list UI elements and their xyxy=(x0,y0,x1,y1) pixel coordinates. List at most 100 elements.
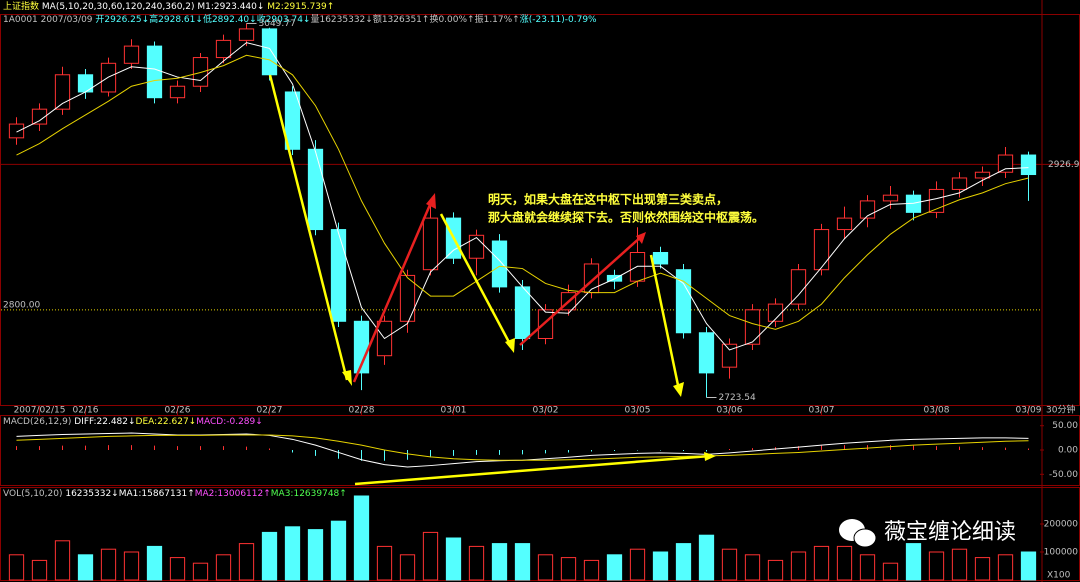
candle-body xyxy=(836,217,853,231)
candle-body xyxy=(652,251,669,265)
volume-bar xyxy=(606,554,623,581)
candle-body xyxy=(468,234,485,259)
volume-bar xyxy=(353,495,370,581)
annotation-line-2: 那大盘就会继续探下去。否则依然围绕这中枢震荡。 xyxy=(488,210,764,225)
unit-label: X100 xyxy=(1047,571,1071,581)
volume-bar xyxy=(813,545,830,581)
candle-body xyxy=(330,229,347,322)
diff-label: DIFF:22.482↓ xyxy=(74,417,135,427)
volume-tick-label: 200000 xyxy=(1044,520,1079,530)
volume-bar xyxy=(399,554,416,581)
candle-body xyxy=(8,123,25,139)
ma2-label: MA2:13006112↑ xyxy=(195,489,271,499)
ma1-label: MA1:15867131↑ xyxy=(119,489,195,499)
volume-bar xyxy=(583,559,600,581)
volume-bar xyxy=(146,545,163,581)
volume-bar xyxy=(974,557,991,581)
volume-bar xyxy=(284,526,301,581)
x-tick-label: 03/05 xyxy=(625,406,651,416)
volume-bar xyxy=(629,548,646,581)
candle-body xyxy=(997,154,1014,173)
arrow-head xyxy=(505,338,515,353)
candle-body xyxy=(675,269,692,334)
x-tick-label: 2007/02/15 xyxy=(14,406,66,416)
volume-bar xyxy=(192,562,209,581)
arrow-head xyxy=(673,382,684,397)
arrow-head xyxy=(342,370,352,386)
m2: M2:2915.739↑ xyxy=(267,2,334,12)
volume-bar xyxy=(422,531,439,581)
volume-bar xyxy=(8,554,25,581)
m1: M1:2923.440↓ xyxy=(197,2,264,12)
y-tick-label: 2800.00 xyxy=(3,300,40,310)
candle-body xyxy=(192,57,209,87)
arrow-head xyxy=(636,232,646,244)
volume-bar xyxy=(997,554,1014,581)
ma-line xyxy=(16,42,1029,351)
x-tick-label: 03/07 xyxy=(809,406,835,416)
volume-bar xyxy=(54,540,71,581)
volume-bar xyxy=(261,531,278,581)
candle-body xyxy=(238,28,255,41)
volume-bar xyxy=(905,543,922,581)
candle-body xyxy=(307,148,324,231)
low: 低2892.40↓ xyxy=(203,13,257,25)
candle-body xyxy=(767,303,784,322)
candle-body xyxy=(951,177,968,190)
volume-tick-label: 100000 xyxy=(1044,548,1079,558)
volume-bar xyxy=(169,557,186,581)
candle-body xyxy=(1020,154,1037,176)
volume-bar xyxy=(307,529,324,581)
trend-arrows xyxy=(268,74,716,486)
arrow-up xyxy=(352,199,434,383)
volume-bar xyxy=(100,548,117,581)
volume-bar xyxy=(537,554,554,581)
turnover: 换0.00%↑ xyxy=(429,13,474,25)
candle-body xyxy=(399,274,416,322)
x-tick-label: 02/27 xyxy=(257,406,283,416)
volume-bar xyxy=(123,551,140,581)
extreme-label: 2723.54 xyxy=(719,393,756,403)
dea-label: DEA:22.627↓ xyxy=(136,417,197,427)
index-name: 上证指数 xyxy=(3,0,39,12)
arrow-head xyxy=(704,452,716,461)
period-label: 30分钟 xyxy=(1046,404,1075,416)
code-date: 1A0001 2007/03/09 xyxy=(3,15,93,25)
volume-bar xyxy=(238,543,255,581)
candle-body xyxy=(77,74,94,93)
volume-bar xyxy=(675,543,692,581)
x-tick-label: 02/28 xyxy=(349,406,375,416)
arrow-down xyxy=(268,74,349,381)
watermark-text: 薇宝缠论细读 xyxy=(884,520,1016,545)
close: 收2903.74↓ xyxy=(257,13,311,25)
volume-bar xyxy=(951,548,968,581)
amount: 额1326351↑ xyxy=(373,13,430,25)
candle-body xyxy=(882,194,899,202)
x-tick-label: 03/09 xyxy=(1016,406,1042,416)
candle-body xyxy=(514,286,531,339)
candle-body xyxy=(215,39,232,59)
vol-label: 16235332↓ xyxy=(65,489,118,499)
candle-body xyxy=(974,171,991,179)
ma-setting: MA(5,10,20,30,60,120,240,360,2) xyxy=(42,2,195,12)
volume-bar xyxy=(928,551,945,581)
x-tick-label: 02/26 xyxy=(165,406,191,416)
arrow-down xyxy=(649,254,681,391)
watermark: 薇宝缠论细读 xyxy=(839,519,1016,548)
volume-bar xyxy=(77,554,94,581)
annotation-line-1: 明天，如果大盘在这中枢下出现第三类卖点， xyxy=(488,192,728,207)
macd-arrow xyxy=(354,454,711,486)
marks: 2800.00 2926.9 2007/02/15 02/16 02/26 02/27 02… xyxy=(1,19,1080,581)
volume-bar xyxy=(744,554,761,581)
ma-line xyxy=(16,54,1029,330)
candle-body xyxy=(928,188,945,213)
candle-body xyxy=(146,45,163,99)
candle-body xyxy=(422,217,439,271)
volume-legend: VOL(5,10,20) 16235332↓MA1:15867131↑MA2:1… xyxy=(3,489,347,499)
arrow-down xyxy=(439,213,513,347)
volume-bar xyxy=(376,545,393,581)
vol-title: VOL(5,10,20) xyxy=(3,489,62,499)
volume-bar xyxy=(836,545,853,581)
volume-bar xyxy=(31,559,48,581)
change: 涨(-23.11)-0.79% xyxy=(520,14,597,25)
